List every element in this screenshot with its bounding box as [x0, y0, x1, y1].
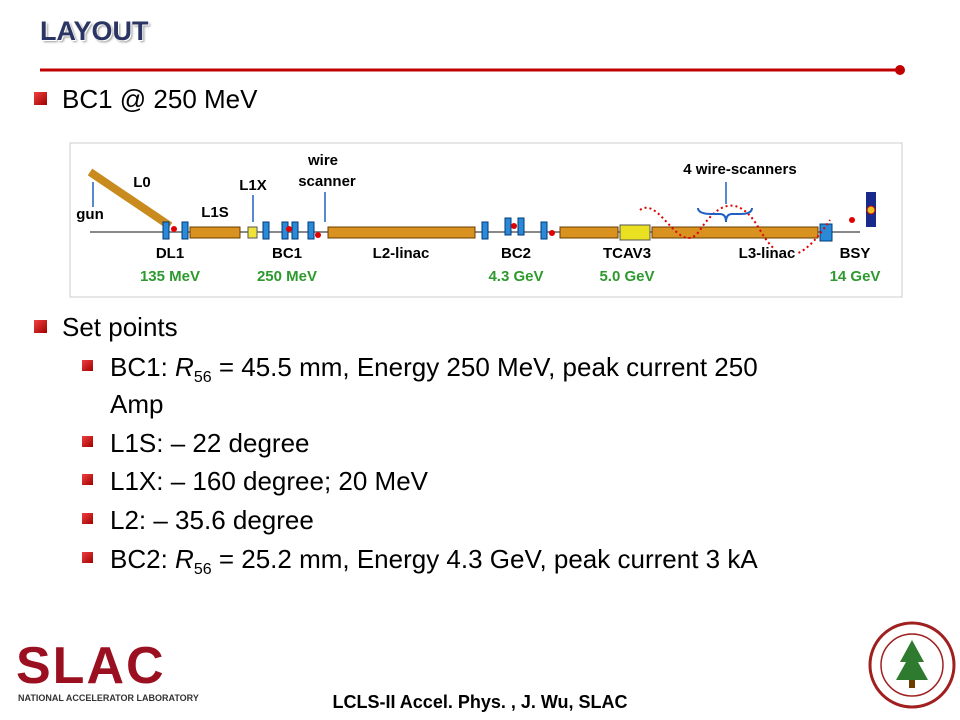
setpoint: L2: – 35.6 degree	[110, 505, 314, 535]
label: L2-linac	[373, 245, 430, 262]
bullet-icon	[82, 436, 93, 447]
label: L3-linac	[739, 245, 796, 262]
l2-linac	[327, 226, 476, 239]
dump-target	[866, 205, 876, 215]
label: L1X	[239, 177, 267, 194]
label: gun	[76, 206, 104, 223]
label: BSY	[840, 245, 871, 262]
setpoint: L1X: – 160 degree; 20 MeV	[110, 466, 429, 496]
energy-label: 135 MeV	[140, 268, 200, 285]
energy-label: 4.3 GeV	[488, 268, 543, 285]
bullet-icon	[82, 513, 93, 524]
symbol: R	[175, 544, 194, 574]
label: BC2	[501, 245, 531, 262]
energy-label: 14 GeV	[830, 268, 881, 285]
symbol: R	[175, 352, 194, 382]
brace	[697, 207, 753, 223]
label: DL1	[156, 245, 184, 262]
wave	[639, 204, 831, 257]
text: = 25.2 mm, Energy 4.3 GeV, peak current …	[211, 544, 758, 574]
rule-dot	[895, 65, 905, 75]
l1s-linac	[189, 226, 241, 239]
tcav3	[619, 224, 651, 241]
text: BC2:	[110, 544, 176, 574]
label: 4 wire-scanners	[683, 161, 796, 178]
bullet-text: Set points	[62, 312, 178, 342]
bullet-icon	[34, 92, 47, 105]
subscript: 56	[193, 561, 212, 579]
label: wire	[307, 152, 338, 169]
l0-linac	[87, 168, 173, 230]
diagram-frame	[69, 142, 903, 298]
bullet-icon	[82, 360, 93, 371]
energy-label: 250 MeV	[257, 268, 317, 285]
slide-title: LAYOUT	[40, 16, 149, 46]
setpoint: BC2: R56 = 25.2 mm, Energy 4.3 GeV, peak…	[110, 544, 758, 579]
text: BC1:	[110, 352, 176, 382]
l2-linac-end	[559, 226, 619, 239]
label: scanner	[298, 173, 356, 190]
subscript: 56	[193, 369, 212, 387]
setpoint: L1S: – 22 degree	[110, 428, 310, 458]
energy-label: 5.0 GeV	[599, 268, 654, 285]
label: L1S	[201, 204, 229, 221]
beamline-diagram: L0 gun DL1 135 MeV L1S L1X BC1 250 MeV w…	[69, 142, 903, 298]
bullet-icon	[82, 552, 93, 563]
label: TCAV3	[603, 245, 651, 262]
setpoint-cont: Amp	[110, 389, 164, 419]
l1x-linac	[247, 226, 258, 239]
bullet-icon	[82, 474, 93, 485]
screens	[171, 217, 855, 238]
bullet-icon	[34, 320, 47, 333]
l3-linac	[651, 226, 819, 239]
label: BC1	[272, 245, 302, 262]
logo: SLAC	[16, 637, 166, 695]
text: = 45.5 mm, Energy 250 MeV, peak current …	[211, 352, 758, 382]
seal	[868, 621, 956, 709]
label: L0	[133, 174, 151, 191]
bullet-text: BC1 @ 250 MeV	[62, 84, 258, 114]
footer-text: LCLS-II Accel. Phys. , J. Wu, SLAC	[332, 692, 628, 712]
magnets	[162, 217, 833, 242]
setpoint: BC1: R56 = 45.5 mm, Energy 250 MeV, peak…	[110, 352, 758, 387]
logo-subtitle: NATIONAL ACCELERATOR LABORATORY	[18, 693, 199, 703]
